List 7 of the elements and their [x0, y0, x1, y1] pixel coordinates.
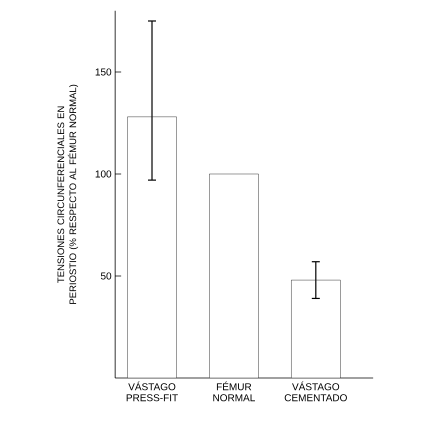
x-tick-label: VÁSTAGO PRESS-FIT	[126, 382, 178, 402]
x-tick-label: VÁSTAGO CEMENTADO	[284, 382, 347, 402]
y-tick-label: 150	[96, 68, 112, 76]
y-tick-label: 50	[100, 272, 112, 280]
x-tick-label: FÉMUR NORMAL	[213, 382, 255, 402]
y-tick-label: 100	[96, 170, 112, 178]
y-axis-title: TENSIONES CIRCUNFERENCIALES EN PERIOSTIO (% RESPECTO AL FÉMUR NORMAL)	[57, 84, 78, 304]
